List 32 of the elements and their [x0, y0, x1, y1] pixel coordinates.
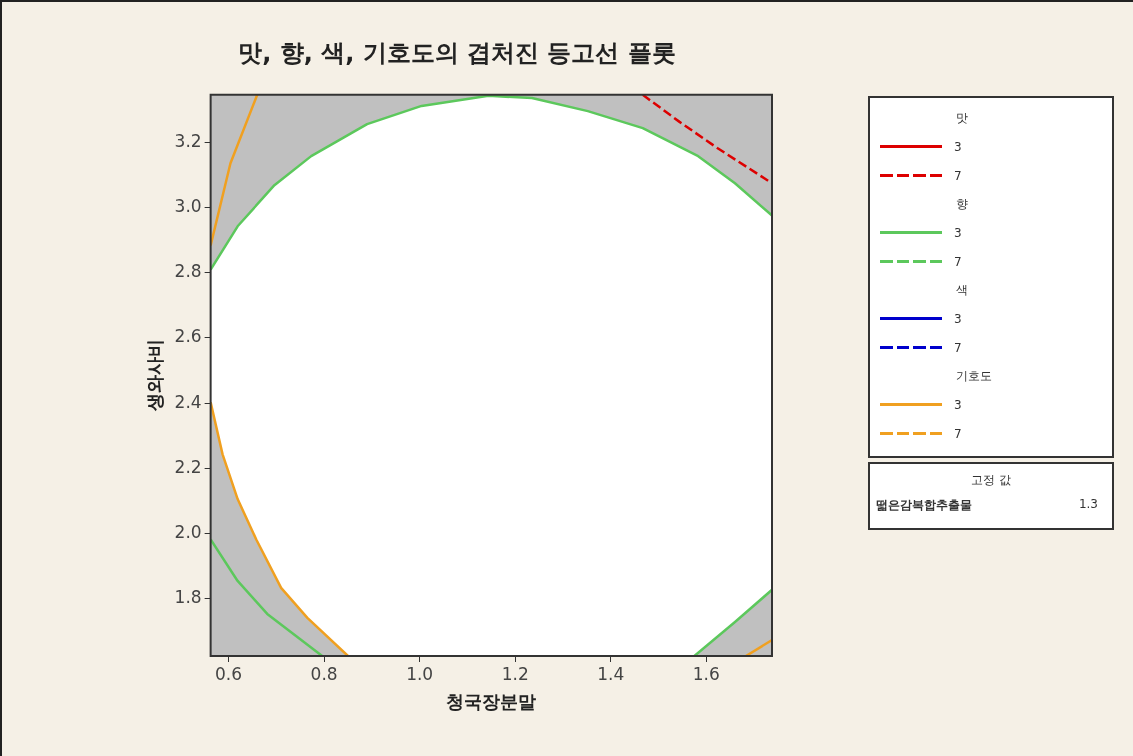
y-tick-label: 2.6	[174, 326, 202, 347]
x-tick-label: 1.2	[501, 663, 529, 684]
legend-label: 3	[954, 225, 962, 240]
y-tick-label: 3.0	[174, 195, 202, 216]
text: 기호도	[955, 368, 993, 385]
text: 1.3	[1078, 497, 1098, 513]
x-axis-title: 청국장분말	[446, 690, 537, 712]
chart-title: 맛, 향, 색, 기호도의 겹처진 등고선 플롯	[238, 38, 676, 67]
text: 향	[955, 196, 969, 213]
x-tick-label: 1.0	[406, 663, 434, 684]
x-tick-label: 1.6	[692, 663, 720, 684]
x-tick-label: 0.6	[215, 663, 243, 684]
legend-label: 3	[954, 139, 962, 154]
text: 색	[955, 282, 969, 299]
x-tick-label: 0.8	[310, 663, 338, 684]
legend-label: 3	[954, 397, 962, 412]
x-tick-label: 1.4	[597, 663, 625, 684]
y-tick-label: 2.4	[174, 391, 202, 412]
y-tick-label: 3.2	[174, 130, 202, 151]
legend-label: 7	[954, 340, 962, 355]
y-axis-title: 생와사비	[144, 339, 166, 413]
text: 고정 값	[970, 472, 1012, 489]
legend-label: 7	[954, 426, 962, 441]
text: 맛	[955, 110, 969, 127]
y-tick-label: 1.8	[174, 587, 202, 608]
legend-label: 3	[954, 311, 962, 326]
y-tick-label: 2.8	[174, 261, 202, 282]
y-tick-label: 2.0	[174, 522, 202, 543]
text: 떫은감복합추출물	[876, 497, 972, 514]
y-tick-label: 2.2	[174, 456, 202, 477]
legend-label: 7	[954, 168, 962, 183]
legend-label: 7	[954, 254, 962, 269]
